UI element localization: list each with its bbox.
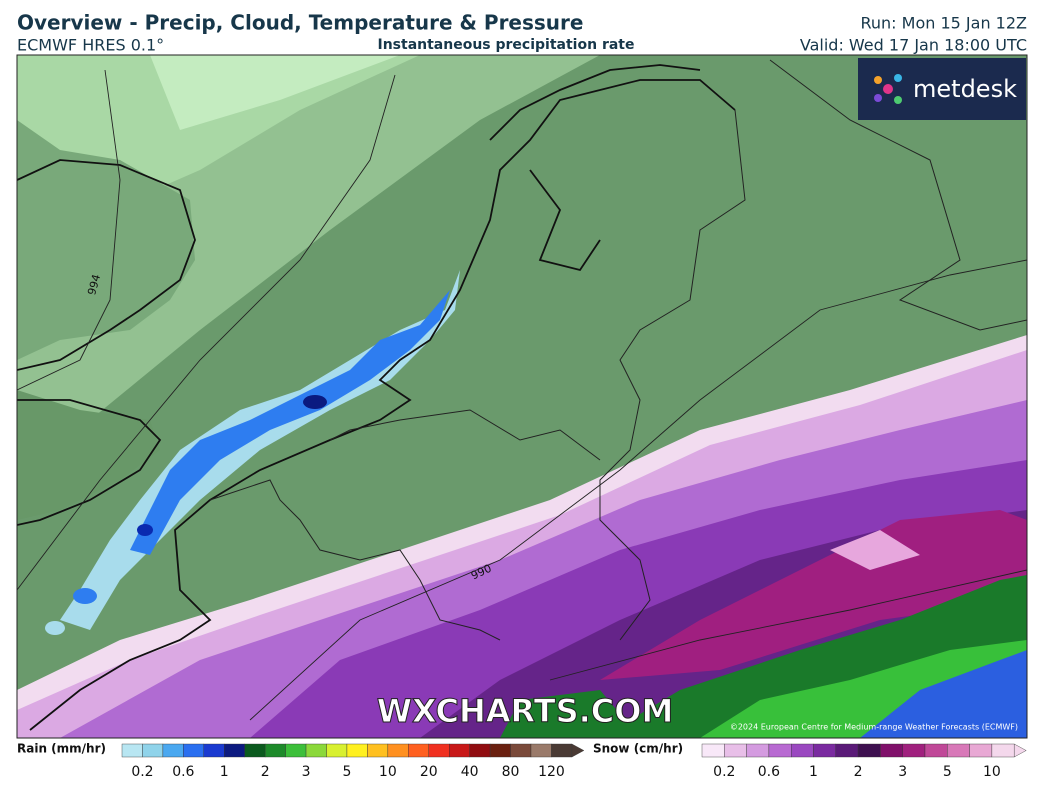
colorbar-tick-label: 5 — [943, 764, 952, 780]
rain-colorbar: 0.2 0.6 1 2 3 5 10 20 40 80 120 — [121, 743, 585, 780]
color-swatch — [489, 743, 511, 758]
colorbar-tick-label: 3 — [898, 764, 907, 780]
snow-legend-label: Snow (cm/hr) — [593, 742, 683, 756]
colorbar-tick-label: 120 — [538, 764, 565, 780]
colorbar-arrow — [1014, 743, 1027, 758]
colorbar-tick-label: 0.2 — [713, 764, 735, 780]
color-swatch — [449, 743, 470, 758]
colorbar-tick-label: 0.2 — [131, 764, 153, 780]
color-swatch — [162, 743, 184, 758]
subtitle: Instantaneous precipitation rate — [378, 37, 635, 53]
colorbar-tick-label: 3 — [302, 764, 311, 780]
logo-text: metdesk — [913, 75, 1017, 103]
colorbar-tick-label: 5 — [342, 764, 351, 780]
colorbar-tick-label: 2 — [261, 764, 270, 780]
colorbar-tick-label: 1 — [220, 764, 229, 780]
colorbar-tick-label: 2 — [854, 764, 863, 780]
color-swatch — [902, 743, 926, 758]
color-swatch — [924, 743, 948, 758]
color-swatch — [203, 743, 225, 758]
color-swatch — [183, 743, 205, 758]
colorbar-tick-label: 1 — [809, 764, 818, 780]
color-swatch — [746, 743, 770, 758]
map: 994 990 WXCHARTS.COM ©2024 European Cent… — [17, 55, 1027, 738]
color-swatch — [880, 743, 903, 758]
colorbar-tick-label: 0.6 — [758, 764, 780, 780]
color-swatch — [768, 743, 792, 758]
color-swatch — [326, 743, 348, 758]
color-swatch — [701, 743, 725, 758]
run-time: Run: Mon 15 Jan 12Z — [861, 14, 1028, 33]
color-swatch — [244, 743, 266, 758]
color-swatch — [991, 743, 1015, 758]
color-swatch — [551, 743, 573, 758]
color-swatch — [367, 743, 389, 758]
color-swatch — [346, 743, 368, 758]
color-swatch — [142, 743, 164, 758]
colorbar-tick-label: 40 — [461, 764, 479, 780]
logo-mark — [874, 74, 902, 104]
color-swatch — [121, 743, 143, 758]
color-swatch — [724, 743, 747, 758]
credit: ©2024 European Centre for Medium-range W… — [730, 723, 1018, 732]
color-swatch — [947, 743, 970, 758]
title: Overview - Precip, Cloud, Temperature & … — [17, 11, 583, 35]
color-swatch — [791, 743, 814, 758]
color-swatch — [813, 743, 836, 758]
color-swatch — [305, 743, 327, 758]
watermark: WXCHARTS.COM — [377, 692, 674, 730]
color-swatch — [835, 743, 859, 758]
color-swatch — [224, 743, 245, 758]
color-swatch — [510, 743, 532, 758]
colorbar-tick-label: 80 — [502, 764, 520, 780]
colorbar-arrow — [571, 743, 585, 758]
color-swatch — [408, 743, 429, 758]
snow-colorbar: 0.2 0.6 1 2 3 5 10 — [701, 743, 1027, 780]
color-swatch — [469, 743, 491, 758]
model: ECMWF HRES 0.1° — [17, 36, 164, 55]
map-frame — [16, 54, 1028, 739]
color-swatch — [530, 743, 552, 758]
valid-time: Valid: Wed 17 Jan 18:00 UTC — [800, 36, 1027, 55]
colorbar-tick-label: 0.6 — [172, 764, 194, 780]
colorbar-tick-label: 10 — [983, 764, 1001, 780]
color-swatch — [387, 743, 409, 758]
colorbar-tick-label: 10 — [379, 764, 397, 780]
color-swatch — [969, 743, 993, 758]
isobar-label: 994 — [85, 273, 103, 297]
color-swatch — [428, 743, 450, 758]
color-swatch — [285, 743, 307, 758]
color-swatch — [264, 743, 286, 758]
rain-legend-label: Rain (mm/hr) — [17, 742, 106, 756]
colorbar-tick-label: 20 — [420, 764, 438, 780]
color-swatch — [857, 743, 881, 758]
